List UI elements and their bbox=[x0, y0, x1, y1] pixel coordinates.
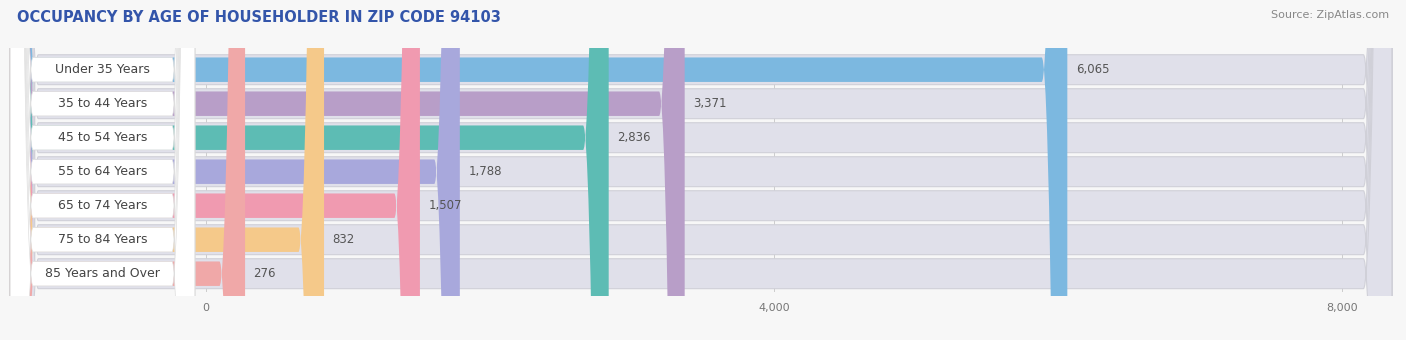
Text: Source: ZipAtlas.com: Source: ZipAtlas.com bbox=[1271, 10, 1389, 20]
Text: 832: 832 bbox=[333, 233, 354, 246]
Text: 45 to 54 Years: 45 to 54 Years bbox=[58, 131, 148, 144]
Text: 65 to 74 Years: 65 to 74 Years bbox=[58, 199, 148, 212]
FancyBboxPatch shape bbox=[10, 0, 195, 340]
Text: 3,371: 3,371 bbox=[693, 97, 727, 110]
FancyBboxPatch shape bbox=[10, 0, 195, 340]
Text: 2,836: 2,836 bbox=[617, 131, 651, 144]
Text: OCCUPANCY BY AGE OF HOUSEHOLDER IN ZIP CODE 94103: OCCUPANCY BY AGE OF HOUSEHOLDER IN ZIP C… bbox=[17, 10, 501, 25]
Text: 1,507: 1,507 bbox=[429, 199, 463, 212]
FancyBboxPatch shape bbox=[10, 0, 1392, 340]
Text: 75 to 84 Years: 75 to 84 Years bbox=[58, 233, 148, 246]
FancyBboxPatch shape bbox=[10, 0, 1067, 340]
Text: 6,065: 6,065 bbox=[1076, 63, 1109, 76]
FancyBboxPatch shape bbox=[10, 0, 460, 340]
FancyBboxPatch shape bbox=[10, 0, 1392, 340]
FancyBboxPatch shape bbox=[10, 0, 420, 340]
FancyBboxPatch shape bbox=[10, 0, 323, 340]
FancyBboxPatch shape bbox=[10, 0, 195, 340]
FancyBboxPatch shape bbox=[10, 0, 1392, 340]
Text: 55 to 64 Years: 55 to 64 Years bbox=[58, 165, 148, 178]
FancyBboxPatch shape bbox=[10, 0, 195, 340]
Text: Under 35 Years: Under 35 Years bbox=[55, 63, 150, 76]
FancyBboxPatch shape bbox=[10, 0, 1392, 340]
FancyBboxPatch shape bbox=[10, 0, 245, 340]
Text: 276: 276 bbox=[253, 267, 276, 280]
FancyBboxPatch shape bbox=[10, 0, 195, 340]
FancyBboxPatch shape bbox=[10, 0, 1392, 340]
Text: 1,788: 1,788 bbox=[468, 165, 502, 178]
FancyBboxPatch shape bbox=[10, 0, 195, 340]
Text: 85 Years and Over: 85 Years and Over bbox=[45, 267, 160, 280]
FancyBboxPatch shape bbox=[10, 0, 1392, 340]
FancyBboxPatch shape bbox=[10, 0, 195, 340]
FancyBboxPatch shape bbox=[10, 0, 609, 340]
FancyBboxPatch shape bbox=[10, 0, 1392, 340]
Text: 35 to 44 Years: 35 to 44 Years bbox=[58, 97, 148, 110]
FancyBboxPatch shape bbox=[10, 0, 685, 340]
